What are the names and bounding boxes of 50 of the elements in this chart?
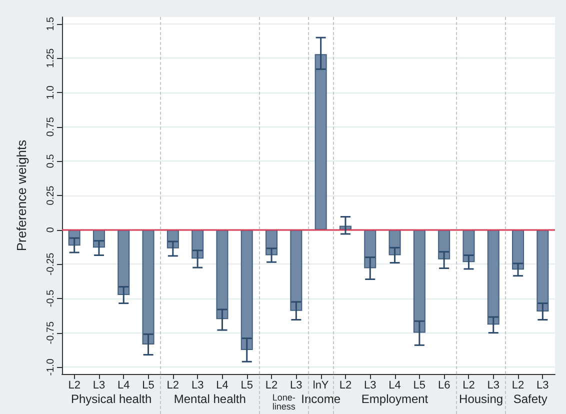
y-tick-label: -1.0 [46,358,56,376]
x-tick-label: L6 [438,380,450,392]
x-tick-label: L5 [413,380,426,392]
y-tick-label: 1.5 [46,16,56,31]
x-tick-label: lnY [312,380,330,392]
text: Housing [459,392,504,406]
x-tick-label: L5 [240,380,253,392]
text: Mental health [174,392,246,406]
x-tick-label: L2 [462,380,475,392]
text: Income [301,392,341,406]
text: Safety [513,392,548,406]
text: Physical health [70,392,152,406]
y-tick-label: 0.75 [46,116,56,137]
y-tick-label: -0.25 [46,252,56,276]
bar [512,230,524,270]
x-tick-label: L3 [92,380,106,392]
x-tick-label: L3 [191,380,204,392]
bar [314,54,327,230]
x-tick-label: L4 [388,380,401,392]
x-tick-label: L4 [118,380,130,392]
x-tick-label: L2 [166,380,180,392]
y-tick-label: -0.75 [46,320,56,344]
bar [413,230,426,333]
y-tick-label: 0.25 [46,185,56,206]
text: Lone- liness [272,392,296,412]
bar [216,230,228,320]
x-tick-label: L3 [487,380,500,392]
y-axis-title: Preference weights [14,139,29,252]
text: Employment [361,392,429,406]
x-tick-label: L5 [142,380,154,392]
bar [290,230,302,311]
x-tick-label: L3 [536,380,549,392]
y-tick-label: 0.5 [46,154,56,168]
x-tick-label: L3 [364,380,376,392]
y-tick-label: -0.5 [46,289,56,308]
bar [118,230,130,296]
y-tick-label: 1.25 [46,48,56,68]
bar [487,230,500,325]
x-tick-label: L2 [512,380,524,392]
y-tick-label: 0 [46,226,56,233]
bar [240,230,253,350]
bar [462,230,475,262]
x-tick-label: L2 [265,380,278,392]
x-tick-label: L2 [339,380,352,392]
bar [536,230,549,312]
x-tick-label: L4 [216,380,228,392]
bar [142,230,154,344]
y-tick-label: 1.0 [46,85,56,100]
x-tick-label: L2 [68,380,80,392]
x-tick-label: L3 [290,380,302,392]
